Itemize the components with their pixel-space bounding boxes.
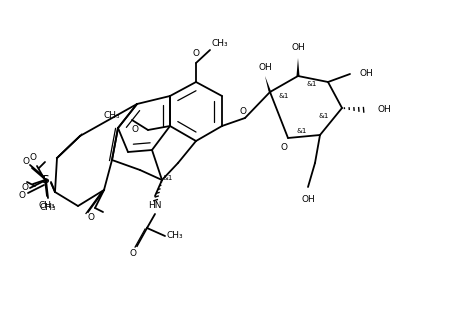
Text: O: O — [22, 183, 28, 193]
Text: O: O — [239, 108, 247, 117]
Text: O: O — [281, 143, 287, 152]
Text: CH₃: CH₃ — [39, 202, 55, 211]
Text: &1: &1 — [163, 175, 173, 181]
Text: O: O — [193, 49, 199, 58]
Text: S: S — [43, 175, 49, 185]
Text: O: O — [30, 154, 36, 163]
Text: CH₃: CH₃ — [211, 39, 228, 49]
Text: CH₃: CH₃ — [103, 112, 120, 120]
Polygon shape — [296, 58, 299, 76]
Text: OH: OH — [301, 194, 315, 203]
Text: &1: &1 — [279, 93, 289, 99]
Text: O: O — [18, 192, 26, 201]
Text: O: O — [22, 157, 30, 166]
Text: O: O — [88, 213, 94, 222]
Text: O: O — [132, 126, 139, 134]
Text: OH: OH — [377, 105, 391, 114]
Text: &1: &1 — [307, 81, 317, 87]
Polygon shape — [265, 76, 272, 92]
Text: HN: HN — [148, 202, 162, 211]
Text: CH₃: CH₃ — [40, 203, 56, 212]
Text: CH₃: CH₃ — [167, 231, 183, 240]
Text: &1: &1 — [297, 128, 307, 134]
Text: OH: OH — [291, 44, 305, 53]
Text: &1: &1 — [319, 113, 329, 119]
Text: O: O — [129, 249, 136, 258]
Text: S: S — [42, 175, 48, 185]
Text: OH: OH — [360, 69, 374, 78]
Text: OH: OH — [258, 63, 272, 72]
